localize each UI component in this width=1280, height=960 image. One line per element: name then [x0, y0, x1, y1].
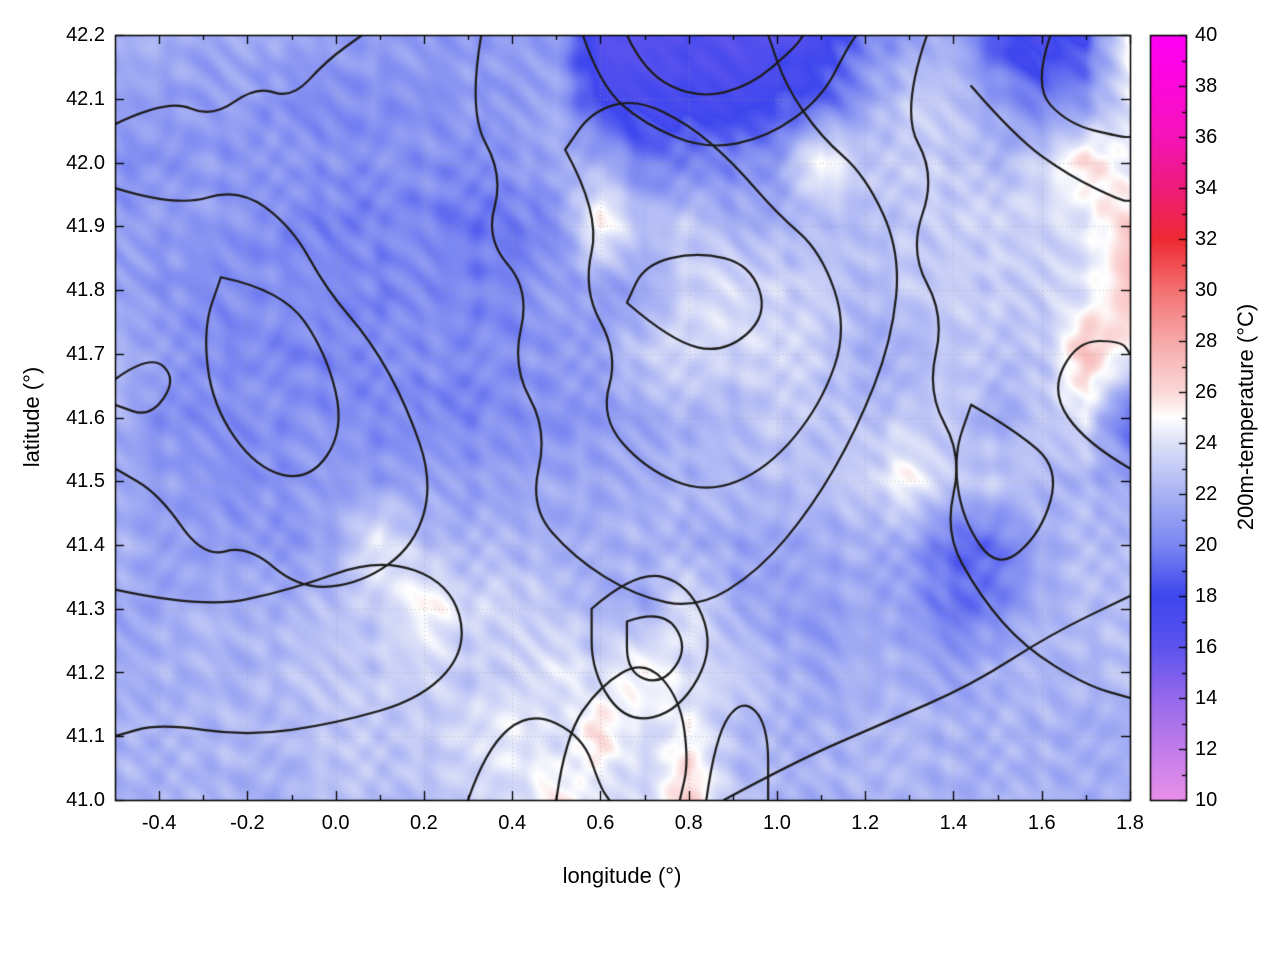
x-tick-label: 1.0 [763, 812, 791, 834]
y-axis-label: latitude (°) [19, 366, 44, 468]
colorbar-tick-label: 12 [1195, 738, 1218, 760]
colorbar-tick-label: 40 [1195, 24, 1218, 46]
y-tick-label: 41.1 [66, 725, 105, 748]
colorbar-tick-label: 16 [1195, 636, 1218, 658]
x-tick-label: 0.0 [321, 812, 350, 834]
colorbar-label: 200m-temperature (°C) [1233, 303, 1258, 531]
y-tick-label: 42.0 [66, 151, 105, 174]
y-tick-label: 42.2 [66, 24, 105, 46]
y-tick-label: 41.9 [66, 215, 105, 238]
x-tick-label: 0.8 [674, 812, 703, 834]
y-tick-label: 41.7 [66, 342, 105, 365]
colorbar-tick-label: 10 [1195, 789, 1218, 811]
x-tick-label: 1.2 [851, 812, 880, 834]
y-tick-label: 41.3 [66, 597, 105, 620]
y-tick-label: 42.1 [66, 87, 105, 110]
y-tick-label: 41.4 [66, 534, 105, 556]
x-tick-label: 0.4 [498, 812, 527, 834]
colorbar-tick-label: 36 [1195, 126, 1218, 148]
x-tick-label: 0.6 [586, 812, 615, 834]
y-tick-label: 41.5 [66, 470, 105, 493]
colorbar-tick-label: 26 [1195, 381, 1218, 403]
y-tick-label: 41.8 [66, 279, 105, 301]
x-tick-label: -0.4 [141, 812, 177, 834]
colorbar-tick-label: 18 [1195, 585, 1218, 607]
x-tick-label: 0.2 [410, 812, 438, 834]
y-tick-label: 41.2 [66, 661, 105, 684]
x-tick-label: -0.2 [230, 812, 265, 834]
x-axis-label: longitude (°) [562, 863, 682, 888]
colorbar-tick-label: 28 [1195, 330, 1218, 352]
colorbar-tick-label: 20 [1195, 534, 1218, 556]
colorbar-tick-label: 34 [1195, 177, 1218, 199]
y-tick-label: 41.6 [66, 406, 105, 429]
x-tick-label: 1.8 [1116, 812, 1144, 834]
colorbar-tick-label: 32 [1195, 228, 1218, 250]
colorbar-tick-label: 30 [1195, 279, 1218, 301]
x-tick-label: 1.6 [1027, 812, 1056, 834]
colorbar-tick-label: 14 [1195, 687, 1218, 709]
x-tick-label: 1.4 [939, 812, 968, 834]
colorbar-tick-label: 22 [1195, 483, 1218, 505]
colorbar-tick-label: 38 [1195, 75, 1218, 97]
y-tick-label: 41.0 [66, 789, 105, 811]
colorbar-tick-label: 24 [1195, 432, 1218, 454]
